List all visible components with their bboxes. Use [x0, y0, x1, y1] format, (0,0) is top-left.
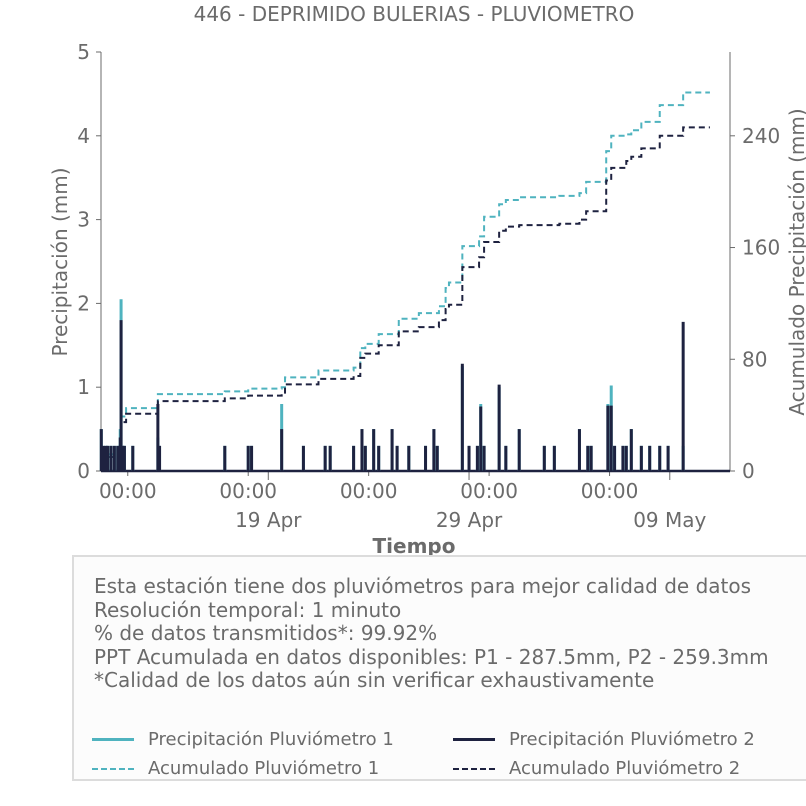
info-box: Esta estación tiene dos pluviómetros par…: [72, 555, 806, 781]
y-axis-right-label: Acumulado Precipitación (mm): [785, 108, 806, 415]
y-axis-left-label: Precipitación (mm): [48, 167, 72, 356]
y-left-tick-label: 2: [77, 291, 90, 315]
x-major-tick-label: 09 May: [633, 508, 706, 532]
cumulative-line-p1: [101, 91, 710, 470]
info-line-stations: Esta estación tiene dos pluviómetros par…: [94, 574, 752, 598]
legend-line-swatch: [92, 738, 134, 741]
chart-title: 446 - DEPRIMIDO BULERIAS - PLUVIOMETRO: [194, 2, 635, 26]
y-left-tick-label: 1: [77, 375, 90, 399]
x-minor-tick-label: 00:00: [581, 479, 639, 503]
legend: Precipitación Pluviómetro 1 Precipitació…: [92, 729, 804, 787]
y-left-tick-label: 3: [77, 208, 90, 232]
x-minor-tick-label: 00:00: [99, 479, 157, 503]
y-right-tick-label: 160: [742, 236, 780, 260]
x-major-tick-label: 29 Apr: [436, 508, 503, 532]
x-minor-tick-label: 00:00: [340, 479, 398, 503]
legend-item-precip-p2: Precipitación Pluviómetro 2: [453, 729, 755, 750]
y-left-tick-label: 0: [77, 459, 90, 483]
x-major-tick-label: 19 Apr: [235, 508, 302, 532]
info-line-transmitted: % de datos transmitidos*: 99.92%: [94, 621, 438, 645]
legend-dash-swatch: [453, 767, 495, 770]
y-right-tick-label: 240: [742, 124, 780, 148]
info-line-quality-note: *Calidad de los datos aún sin verificar …: [94, 668, 655, 692]
legend-label: Acumulado Pluviómetro 2: [509, 758, 741, 779]
x-minor-tick-label: 00:00: [219, 479, 277, 503]
y-left-tick-label: 5: [77, 40, 90, 64]
x-minor-tick-label: 00:00: [460, 479, 518, 503]
legend-item-precip-p1: Precipitación Pluviómetro 1: [92, 729, 394, 750]
y-right-tick-label: 0: [742, 459, 755, 483]
info-line-accumulated: PPT Acumulada en datos disponibles: P1 -…: [94, 644, 769, 669]
legend-item-accum-p1: Acumulado Pluviómetro 1: [92, 758, 379, 779]
legend-label: Acumulado Pluviómetro 1: [148, 758, 380, 779]
legend-dash-swatch: [92, 767, 134, 770]
cumulative-line-p2: [101, 126, 710, 471]
legend-label: Precipitación Pluviómetro 1: [148, 729, 394, 750]
legend-label: Precipitación Pluviómetro 2: [509, 729, 755, 750]
x-axis-label: Tiempo: [373, 534, 456, 558]
legend-line-swatch: [453, 738, 495, 741]
legend-item-accum-p2: Acumulado Pluviómetro 2: [453, 758, 740, 779]
y-left-tick-label: 4: [77, 124, 90, 148]
chart: 446 - DEPRIMIDO BULERIAS - PLUVIOMETRO 0…: [48, 2, 806, 558]
y-right-tick-label: 80: [742, 347, 767, 371]
info-line-resolution: Resolución temporal: 1 minuto: [94, 597, 402, 622]
info-text: Esta estación tiene dos pluviómetros par…: [94, 574, 769, 693]
